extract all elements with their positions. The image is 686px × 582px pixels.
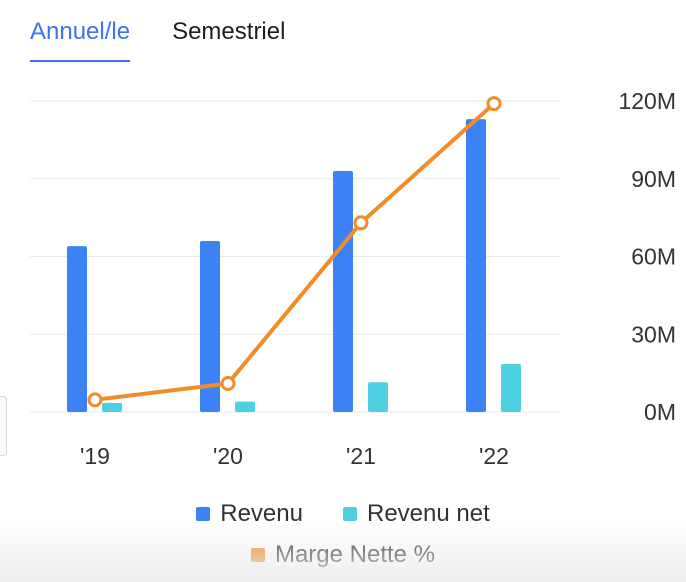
period-tabs: Annuel/le Semestriel	[30, 18, 285, 62]
legend-row-2: Marge Nette %	[0, 541, 686, 569]
legend-label-net-margin: Marge Nette %	[274, 541, 436, 568]
bar-net-revenue	[235, 401, 255, 412]
point-net-margin	[87, 392, 103, 408]
legend-label-revenue: Revenu	[220, 500, 303, 527]
legend-swatch-net-margin	[250, 548, 265, 562]
point-net-margin	[486, 96, 502, 112]
point-net-margin	[353, 215, 369, 231]
legend-swatch-net-revenue	[342, 507, 357, 521]
legend-row-1: Revenu Revenu net	[0, 500, 686, 528]
y-tick-label: 0M	[644, 399, 676, 425]
x-tick-label: '20	[213, 443, 243, 469]
y-tick-label: 90M	[631, 166, 676, 192]
bar-revenue	[67, 246, 87, 412]
legend-item-net-margin[interactable]: Marge Nette %	[250, 541, 436, 569]
revenue-chart: 0M 30M 60M 90M 120M '19 '20 '21 '22	[30, 88, 676, 469]
tab-semiannual[interactable]: Semestriel	[172, 18, 286, 45]
side-handle[interactable]	[0, 396, 7, 456]
bar-net-revenue	[501, 364, 521, 412]
point-net-margin	[220, 375, 236, 391]
bar-revenue	[200, 240, 220, 412]
bar-revenue	[466, 119, 486, 413]
y-tick-label: 30M	[631, 321, 676, 347]
y-tick-label: 60M	[631, 244, 676, 270]
legend-label-net-revenue: Revenu net	[366, 500, 490, 527]
legend-item-revenue[interactable]: Revenu	[196, 500, 303, 528]
legend-item-net-revenue[interactable]: Revenu net	[342, 500, 490, 528]
bar-revenue	[333, 170, 353, 412]
x-tick-label: '19	[80, 443, 110, 469]
x-tick-label: '21	[346, 443, 376, 469]
legend-swatch-revenue	[196, 507, 211, 521]
y-tick-label: 120M	[618, 88, 676, 114]
bar-net-revenue	[368, 382, 388, 412]
tab-annual[interactable]: Annuel/le	[30, 18, 131, 62]
bar-net-revenue	[102, 402, 122, 412]
line-net-margin	[94, 102, 496, 402]
x-tick-label: '22	[479, 443, 509, 469]
